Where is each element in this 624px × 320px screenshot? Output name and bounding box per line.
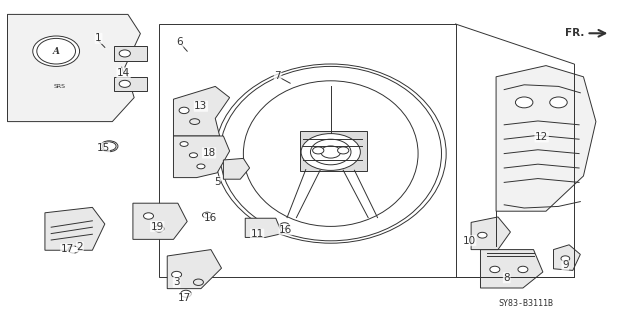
Text: 17: 17	[178, 293, 192, 303]
Polygon shape	[300, 131, 367, 171]
Ellipse shape	[154, 226, 164, 232]
Text: 9: 9	[562, 260, 568, 270]
Ellipse shape	[32, 36, 80, 67]
Text: SRS: SRS	[53, 84, 66, 89]
Text: 8: 8	[504, 273, 510, 283]
Text: 18: 18	[202, 148, 216, 158]
Ellipse shape	[119, 80, 130, 87]
Polygon shape	[173, 86, 230, 136]
Ellipse shape	[561, 256, 570, 261]
Text: 11: 11	[250, 229, 264, 239]
Ellipse shape	[215, 64, 446, 243]
Text: 16: 16	[279, 225, 293, 235]
Ellipse shape	[338, 147, 349, 154]
Polygon shape	[167, 250, 222, 289]
Polygon shape	[553, 245, 580, 270]
Ellipse shape	[490, 266, 500, 273]
Text: 13: 13	[194, 101, 208, 111]
Polygon shape	[496, 66, 596, 211]
Text: 1: 1	[95, 33, 102, 44]
Text: 12: 12	[535, 132, 548, 142]
Polygon shape	[245, 218, 282, 237]
Ellipse shape	[550, 97, 567, 108]
Polygon shape	[133, 203, 187, 239]
Text: 7: 7	[275, 71, 281, 81]
Ellipse shape	[190, 153, 197, 158]
Ellipse shape	[518, 266, 528, 273]
Ellipse shape	[119, 50, 130, 57]
Text: A: A	[52, 47, 60, 56]
Text: 3: 3	[173, 277, 180, 287]
Text: 5: 5	[214, 177, 220, 187]
Ellipse shape	[181, 290, 191, 297]
Polygon shape	[471, 217, 510, 250]
Polygon shape	[45, 207, 105, 250]
Ellipse shape	[179, 107, 189, 114]
Polygon shape	[114, 77, 147, 91]
Ellipse shape	[100, 141, 118, 152]
Ellipse shape	[68, 246, 79, 253]
Ellipse shape	[313, 147, 324, 154]
Text: 19: 19	[150, 221, 164, 232]
Ellipse shape	[515, 97, 533, 108]
Polygon shape	[173, 136, 230, 178]
Ellipse shape	[301, 134, 361, 171]
Ellipse shape	[144, 213, 154, 219]
Ellipse shape	[280, 223, 289, 228]
Ellipse shape	[197, 164, 205, 169]
Text: 15: 15	[96, 143, 110, 153]
Text: 16: 16	[204, 213, 218, 223]
Ellipse shape	[180, 141, 188, 147]
Polygon shape	[480, 250, 543, 288]
Text: 6: 6	[177, 37, 183, 47]
Polygon shape	[114, 46, 147, 61]
Ellipse shape	[478, 232, 487, 238]
Text: 10: 10	[462, 236, 476, 246]
Ellipse shape	[202, 212, 212, 218]
Ellipse shape	[172, 271, 182, 278]
Text: 17: 17	[61, 244, 74, 254]
Text: 2: 2	[77, 242, 83, 252]
Text: SY83-B3111B: SY83-B3111B	[498, 299, 553, 308]
Text: 14: 14	[117, 68, 130, 78]
Polygon shape	[223, 158, 250, 179]
Text: FR.: FR.	[565, 28, 584, 38]
Polygon shape	[7, 14, 140, 122]
